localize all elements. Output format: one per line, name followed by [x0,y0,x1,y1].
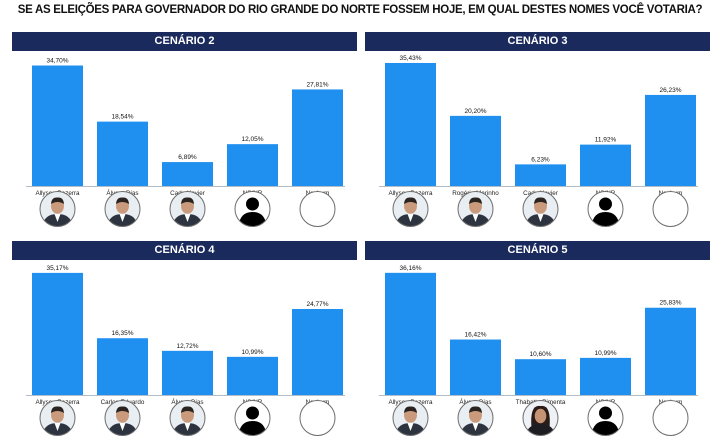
bar [227,144,278,186]
man-photo-icon [392,400,429,436]
bar [227,356,278,395]
bar [32,272,83,395]
man-photo-icon [457,400,494,436]
man-photo-icon [457,191,494,227]
scenario-header: CENÁRIO 3 [365,32,710,51]
bar [385,62,436,186]
scenario-panel: CENÁRIO 2 34,70%Allyson Bezerra18,54%Álv… [12,32,357,228]
scenario-panel: CENÁRIO 5 36,16%Allyson Bezerra16,42%Álv… [365,241,710,437]
bar [645,94,696,186]
data-label: 18,54% [111,114,133,121]
silhouette-icon [234,191,271,227]
bar [162,162,213,186]
scenario-panel: CENÁRIO 4 35,17% Allyson Bezerra 16,35% Car… [12,241,357,437]
data-label: 11,92% [595,137,617,144]
data-label: 10,60% [529,351,551,358]
bar [385,272,436,395]
data-label: 26,23% [659,87,681,94]
empty-circle-icon [652,400,689,436]
bar [97,121,148,186]
data-label: 35,17% [46,265,68,272]
man-photo-icon [39,191,76,227]
man-photo-icon [39,400,76,436]
bar [645,307,696,395]
scenario-header: CENÁRIO 2 [12,32,357,51]
silhouette-icon [587,191,624,227]
man-photo-icon [522,191,559,227]
scenario-panel: CENÁRIO 3 35,43% Allyson Bezerra 20,20% Rog… [365,32,710,228]
man-photo-icon [104,400,141,436]
data-label: 6,89% [178,154,197,161]
data-label: 35,43% [399,55,421,62]
bar [515,164,566,186]
data-label: 6,23% [531,156,550,163]
bar [292,89,343,186]
man-photo-icon [169,191,206,227]
data-label: 10,99% [594,350,616,357]
bar [580,144,631,186]
man-photo-icon [104,191,141,227]
data-label: 36,16% [399,265,421,272]
data-label: 24,77% [306,301,328,308]
bar [32,65,83,186]
empty-circle-icon [299,400,336,436]
data-label: 25,83% [659,300,681,307]
man-photo-icon [392,191,429,227]
data-label: 16,35% [111,330,133,337]
page-title: SE AS ELEIÇÕES PARA GOVERNADOR DO RIO GR… [17,4,703,16]
data-label: 12,05% [241,136,263,143]
data-label: 27,81% [306,81,328,88]
silhouette-icon [234,400,271,436]
silhouette-icon [587,400,624,436]
data-label: 16,42% [464,332,486,339]
bar [450,339,501,395]
data-label: 34,70% [46,58,68,65]
bar [450,115,501,186]
empty-circle-icon [299,191,336,227]
scenario-header: CENÁRIO 5 [365,241,710,260]
data-label: 10,99% [241,349,263,356]
bar [515,359,566,395]
data-label: 20,20% [464,108,486,115]
bar [97,338,148,395]
bar [580,357,631,395]
empty-circle-icon [652,191,689,227]
man-photo-icon [169,400,206,436]
bar [162,350,213,395]
data-label: 12,72% [176,343,198,350]
bar [292,308,343,395]
scenario-header: CENÁRIO 4 [12,241,357,260]
woman-photo-icon [522,400,559,436]
